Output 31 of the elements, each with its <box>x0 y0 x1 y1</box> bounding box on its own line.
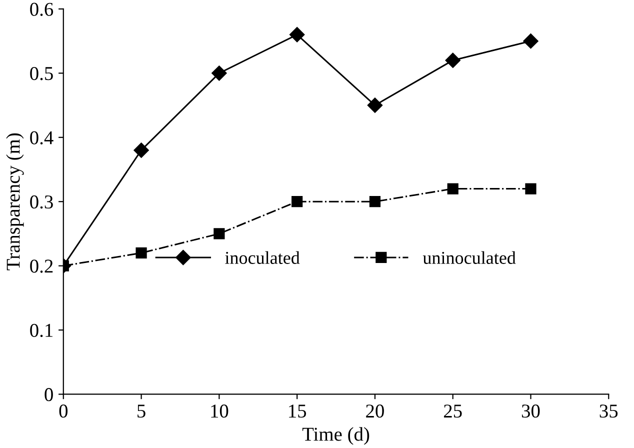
legend-label: inoculated <box>225 251 300 264</box>
y-tick-label: 0.2 <box>30 260 53 273</box>
x-tick-label: 35 <box>600 404 618 418</box>
y-tick-label: 0.6 <box>30 2 54 16</box>
x-axis-title: Time (d) <box>302 427 370 445</box>
point <box>212 66 227 81</box>
x-tick-label: 25 <box>444 404 462 418</box>
y-tick-label: 0.5 <box>30 66 53 80</box>
y-axis-title: Transparency (m) <box>6 133 24 270</box>
point <box>369 196 381 208</box>
x-tick-label: 20 <box>366 404 384 418</box>
point <box>136 247 147 259</box>
point <box>447 183 458 194</box>
point <box>445 52 460 68</box>
point <box>523 33 538 49</box>
point <box>525 183 536 194</box>
point <box>214 228 225 240</box>
legend-label: uninoculated <box>422 251 516 264</box>
x-tick-label: 15 <box>289 404 306 418</box>
point <box>134 142 149 158</box>
y-tick-label: 0.4 <box>30 131 54 144</box>
x-tick-label: 5 <box>138 404 146 418</box>
point <box>292 196 303 208</box>
point <box>290 27 305 42</box>
point <box>367 98 383 113</box>
x-tick-label: 30 <box>522 404 540 418</box>
y-tick-label: 0.1 <box>30 324 53 338</box>
y-tick-label: 0.3 <box>30 195 53 209</box>
x-tick-label: 0 <box>59 404 68 418</box>
x-tick-label: 10 <box>211 404 228 418</box>
y-tick-label: 0 <box>44 388 53 402</box>
